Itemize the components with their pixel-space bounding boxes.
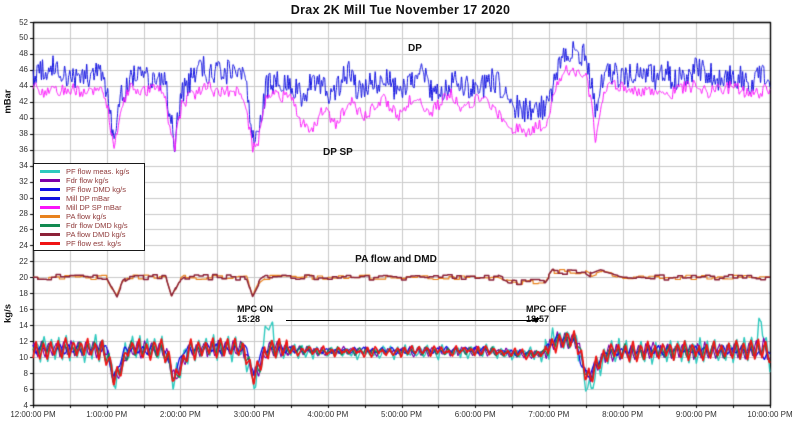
legend-item: PF flow DMD kg/s — [38, 184, 144, 194]
x-tick-label: 12:00:00 PM — [10, 410, 56, 419]
legend-item-label: PF flow DMD kg/s — [66, 184, 127, 194]
legend-item: Mill DP SP mBar — [38, 202, 144, 212]
x-tick-label: 10:00:00 PM — [747, 410, 793, 419]
annotation-dp: DP — [408, 43, 422, 54]
legend: PF flow meas. kg/s Fdr flow kg/s PF flow D… — [33, 163, 145, 251]
legend-swatch — [40, 205, 60, 209]
legend-item-label: PA flow DMD kg/s — [66, 229, 126, 239]
y-tick-label: 50 — [19, 33, 28, 43]
x-tick-label: 5:00:00 PM — [381, 410, 422, 419]
legend-item: PA flow kg/s — [38, 211, 144, 221]
y-tick-label: 10 — [19, 352, 28, 362]
y-tick-label: 6 — [23, 384, 28, 394]
y-tick-label: 46 — [19, 65, 28, 75]
legend-item-label: Mill DP SP mBar — [66, 202, 122, 212]
y-tick-label: 18 — [19, 288, 28, 298]
y-tick-label: 20 — [19, 272, 28, 282]
legend-item-label: PF flow meas. kg/s — [66, 166, 130, 176]
y-tick-label: 16 — [19, 304, 28, 314]
y-tick-label: 42 — [19, 97, 28, 107]
legend-item: Mill DP mBar — [38, 193, 144, 203]
legend-item-label: Fdr flow kg/s — [66, 175, 109, 185]
legend-item: Fdr flow DMD kg/s — [38, 220, 144, 230]
annotation-dp-sp: DP SP — [323, 147, 353, 158]
mpc-on-label: MPC ON — [237, 304, 273, 314]
y-tick-label: 12 — [19, 336, 28, 346]
legend-item: PA flow DMD kg/s — [38, 229, 144, 239]
y-tick-label: 36 — [19, 145, 28, 155]
annotation-pa-flow: PA flow and DMD — [355, 254, 437, 265]
y-tick-label: 4 — [23, 400, 28, 410]
mpc-bridge-line — [286, 320, 536, 321]
y-tick-label: 34 — [19, 161, 28, 171]
y-tick-label: 40 — [19, 113, 28, 123]
legend-swatch — [40, 196, 60, 200]
legend-swatch — [40, 232, 60, 236]
y-tick-label: 32 — [19, 177, 28, 187]
legend-item-label: Mill DP mBar — [66, 193, 110, 203]
legend-item: PF flow meas. kg/s — [38, 166, 144, 176]
x-tick-label: 1:00:00 PM — [86, 410, 128, 419]
y-tick-label: 22 — [19, 256, 28, 266]
y-tick-label: 24 — [19, 240, 28, 250]
x-tick-label: 2:00:00 PM — [159, 410, 201, 419]
x-tick-label: 9:00:00 PM — [675, 410, 717, 419]
mpc-off-label: MPC OFF — [526, 304, 567, 314]
y-tick-label: 30 — [19, 193, 28, 203]
legend-item: Fdr flow kg/s — [38, 175, 144, 185]
legend-swatch — [40, 241, 60, 245]
x-tick-label: 4:00:00 PM — [307, 410, 349, 419]
y-tick-label: 52 — [19, 17, 28, 27]
y-tick-label: 28 — [19, 209, 28, 218]
y-tick-label: 8 — [23, 368, 28, 378]
x-tick-label: 6:00:00 PM — [454, 410, 496, 419]
annotation-mpc-on: MPC ON 15:28 — [237, 304, 273, 324]
chart-title: Drax 2K Mill Tue November 17 2020 — [290, 3, 511, 17]
y-tick-label: 38 — [19, 129, 28, 139]
legend-swatch — [40, 223, 60, 227]
legend-swatch — [40, 178, 60, 182]
x-tick-label: 3:00:00 PM — [233, 410, 275, 419]
legend-item-label: PA flow kg/s — [66, 211, 107, 221]
y-tick-label: 14 — [19, 320, 28, 330]
legend-swatch — [40, 169, 60, 173]
y-tick-label: 44 — [19, 81, 28, 91]
legend-swatch — [40, 214, 60, 218]
y-tick-label: 26 — [19, 224, 28, 234]
mpc-on-time: 15:28 — [237, 314, 261, 324]
mpc-off-arrow-icon — [532, 318, 540, 323]
legend-item-label: PF flow est. kg/s — [66, 238, 122, 248]
x-tick-label: 7:00:00 PM — [528, 410, 570, 419]
legend-item: PF flow est. kg/s — [38, 238, 144, 248]
legend-swatch — [40, 187, 60, 191]
x-tick-label: 8:00:00 PM — [602, 410, 644, 419]
legend-item-label: Fdr flow DMD kg/s — [66, 220, 128, 230]
y-tick-label: 48 — [19, 49, 28, 59]
